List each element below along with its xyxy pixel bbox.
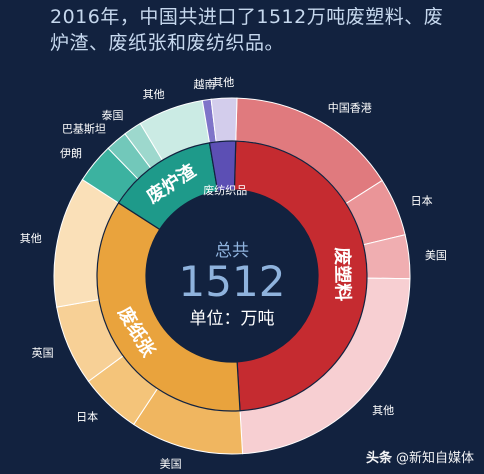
outer-label-0-3: 其他 <box>372 404 394 417</box>
center-caption: 总共 <box>215 241 249 261</box>
outer-label-3-0: 越南 <box>193 77 215 91</box>
center-unit: 单位：万吨 <box>190 309 275 329</box>
outer-label-1-3: 其他 <box>20 232 42 245</box>
headline: 2016年，中国共进口了1512万吨废塑料、废炉渣、废纸张和废纺织品。 <box>50 6 444 54</box>
outer-label-0-2: 美国 <box>425 249 447 262</box>
outer-label-1-2: 英国 <box>32 345 54 359</box>
outer-label-3-1: 其他 <box>212 76 234 89</box>
outer-label-2-1: 巴基斯坦 <box>62 122 106 136</box>
inner-label-0: 废塑料 <box>331 247 354 301</box>
outer-label-2-2: 泰国 <box>102 108 124 122</box>
outer-label-1-0: 美国 <box>160 457 182 470</box>
watermark-text: @新知自媒体 <box>395 451 474 466</box>
donut-hole <box>146 190 318 362</box>
outer-label-0-0: 中国香港 <box>328 101 372 114</box>
outer-label-2-0: 伊朗 <box>60 147 82 160</box>
watermark-logo: 头条 <box>365 451 392 466</box>
outer-label-0-1: 日本 <box>411 193 433 207</box>
outer-slice-3-1 <box>210 97 238 143</box>
watermark: 头条 @新知自媒体 <box>366 447 474 466</box>
inner-label-3: 废纺织品 <box>203 183 247 197</box>
center-total: 1512 <box>179 257 286 306</box>
outer-label-2-3: 其他 <box>143 88 165 101</box>
outer-label-1-1: 日本 <box>76 409 98 423</box>
